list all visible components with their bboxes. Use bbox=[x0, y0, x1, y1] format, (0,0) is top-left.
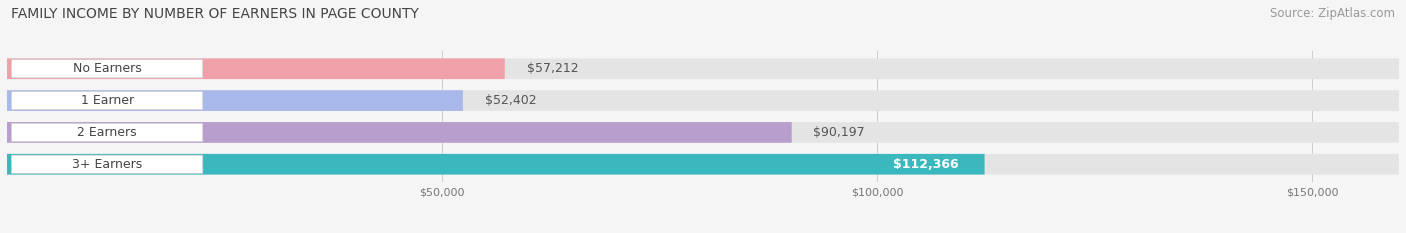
FancyBboxPatch shape bbox=[11, 155, 202, 173]
Text: 1 Earner: 1 Earner bbox=[80, 94, 134, 107]
FancyBboxPatch shape bbox=[7, 154, 984, 175]
FancyBboxPatch shape bbox=[7, 90, 463, 111]
Text: 2 Earners: 2 Earners bbox=[77, 126, 136, 139]
FancyBboxPatch shape bbox=[7, 58, 505, 79]
FancyBboxPatch shape bbox=[11, 123, 202, 141]
FancyBboxPatch shape bbox=[11, 92, 202, 110]
FancyBboxPatch shape bbox=[11, 60, 202, 78]
Text: $90,197: $90,197 bbox=[814, 126, 865, 139]
FancyBboxPatch shape bbox=[7, 154, 1399, 175]
Text: FAMILY INCOME BY NUMBER OF EARNERS IN PAGE COUNTY: FAMILY INCOME BY NUMBER OF EARNERS IN PA… bbox=[11, 7, 419, 21]
FancyBboxPatch shape bbox=[7, 122, 1399, 143]
Text: $57,212: $57,212 bbox=[526, 62, 578, 75]
FancyBboxPatch shape bbox=[7, 122, 792, 143]
Text: Source: ZipAtlas.com: Source: ZipAtlas.com bbox=[1270, 7, 1395, 20]
Text: No Earners: No Earners bbox=[73, 62, 142, 75]
FancyBboxPatch shape bbox=[7, 90, 1399, 111]
Text: $52,402: $52,402 bbox=[485, 94, 536, 107]
Text: 3+ Earners: 3+ Earners bbox=[72, 158, 142, 171]
FancyBboxPatch shape bbox=[7, 58, 1399, 79]
Text: $112,366: $112,366 bbox=[893, 158, 959, 171]
